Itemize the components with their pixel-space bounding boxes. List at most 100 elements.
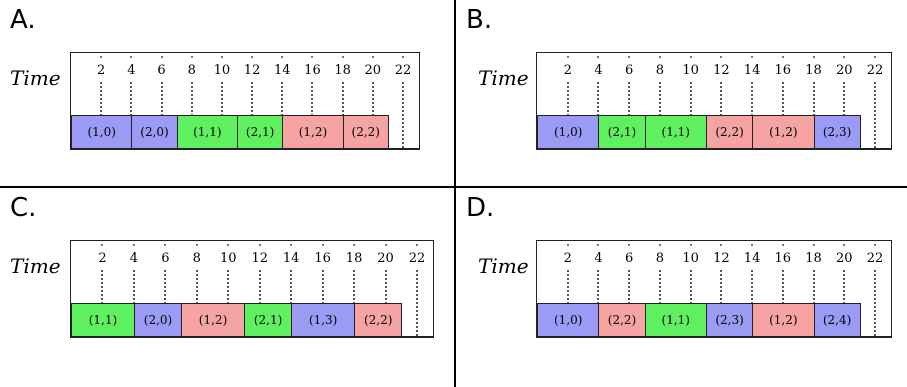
- tick-label: 18: [805, 251, 822, 266]
- task-block: (2,2): [342, 115, 389, 149]
- tick-label: 22: [866, 63, 884, 78]
- tick-label: 16: [774, 63, 792, 78]
- tick-label: 14: [743, 63, 761, 78]
- task-block: (1,2): [752, 115, 815, 149]
- task-block: (1,0): [537, 115, 600, 149]
- tick-mark: [341, 56, 344, 58]
- tick-mark: [781, 56, 784, 58]
- tick-label: 18: [805, 63, 822, 78]
- tick-label: 18: [345, 251, 363, 266]
- tick-label: 2: [98, 251, 107, 266]
- task-block: (1,1): [176, 115, 238, 149]
- tick-label: 20: [835, 63, 853, 78]
- timeline-frame: 2 4 6 8 10 12 14 16 18 20 22 (1,0) (2,0) (1,1) (2,1) (1…: [70, 52, 420, 150]
- tick-mark: [689, 244, 692, 246]
- tick-label: 14: [273, 63, 291, 78]
- tick-mark: [597, 244, 600, 246]
- tick-mark: [628, 244, 631, 246]
- tick-mark: [251, 56, 254, 58]
- tick-mark: [101, 244, 104, 246]
- tick-label: 20: [835, 251, 853, 266]
- tick-mark: [874, 244, 876, 246]
- tick-mark: [195, 244, 198, 246]
- tick-mark: [781, 244, 784, 246]
- task-block: (1,1): [644, 115, 707, 149]
- tick-label: 8: [187, 63, 196, 78]
- tick-label: 16: [304, 63, 321, 78]
- tick-mark: [843, 56, 846, 58]
- tick-mark: [751, 244, 754, 246]
- task-block: (1,3): [291, 303, 356, 337]
- task-block: (2,2): [598, 303, 646, 337]
- panel-label: A.: [10, 5, 36, 35]
- tick-mark: [353, 244, 356, 246]
- tick-label: 8: [192, 251, 201, 266]
- tick-label: 22: [394, 63, 412, 78]
- task-block: (2,3): [813, 115, 861, 149]
- tick-mark: [160, 56, 163, 58]
- tick-mark: [227, 244, 230, 246]
- tick-label: 16: [774, 251, 792, 266]
- tick-mark: [100, 56, 103, 58]
- tick-mark: [751, 56, 754, 58]
- tick-mark: [130, 56, 133, 58]
- tick-mark: [689, 56, 692, 58]
- tick-mark: [258, 244, 261, 246]
- tick-mark: [311, 56, 314, 58]
- tick-label: 16: [314, 251, 331, 266]
- panel-label: C.: [10, 193, 37, 223]
- time-axis-label: Time: [478, 254, 529, 278]
- tick-label: 6: [625, 63, 634, 78]
- task-block: (2,4): [813, 303, 861, 337]
- tick-label: 20: [364, 63, 382, 78]
- tick-mark: [812, 56, 815, 58]
- tick-label: 10: [682, 251, 699, 266]
- task-block: (1,1): [644, 303, 707, 337]
- tick-mark: [321, 244, 324, 246]
- tick-label: 12: [713, 63, 730, 78]
- tick-label: 20: [377, 251, 394, 266]
- tick-label: 6: [157, 63, 166, 78]
- task-block: (1,1): [71, 303, 135, 337]
- tick-label: 8: [655, 63, 665, 78]
- tick-label: 2: [97, 63, 106, 78]
- tick-mark: [402, 56, 404, 58]
- vertical-divider: [454, 0, 456, 387]
- tick-label: 14: [743, 251, 761, 266]
- tick-mark: [812, 244, 815, 246]
- tick-guide: [416, 270, 418, 336]
- task-block: (2,3): [706, 303, 754, 337]
- tick-label: 14: [282, 251, 300, 266]
- panel-label: D.: [466, 193, 495, 223]
- tick-label: 10: [219, 251, 237, 266]
- task-block: (2,2): [354, 303, 403, 337]
- tick-label: 22: [408, 251, 426, 266]
- tick-mark: [874, 56, 876, 58]
- task-block: (2,2): [706, 115, 754, 149]
- tick-mark: [132, 244, 135, 246]
- task-block: (2,1): [237, 115, 284, 149]
- tick-mark: [597, 56, 600, 58]
- task-block: (1,2): [282, 115, 344, 149]
- tick-label: 18: [334, 63, 351, 78]
- tick-label: 12: [251, 251, 268, 266]
- tick-label: 2: [563, 63, 572, 78]
- time-axis-label: Time: [10, 66, 61, 90]
- tick-mark: [290, 244, 293, 246]
- tick-mark: [281, 56, 284, 58]
- tick-mark: [566, 56, 569, 58]
- tick-label: 6: [161, 251, 170, 266]
- task-block: (2,1): [598, 115, 646, 149]
- tick-label: 2: [563, 251, 572, 266]
- tick-guide: [402, 82, 404, 148]
- tick-label: 4: [127, 63, 136, 78]
- tick-label: 4: [594, 63, 603, 78]
- tick-mark: [416, 244, 418, 246]
- tick-mark: [720, 244, 723, 246]
- tick-mark: [658, 244, 661, 246]
- tick-guide: [874, 270, 876, 336]
- tick-label: 12: [243, 63, 261, 78]
- timeline-frame: 2 4 6 8 10 12 14 16 18 20 22 (1,1) (2,0) (1,2) (2,1) (1…: [70, 240, 434, 338]
- tick-label: 4: [129, 251, 139, 266]
- tick-label: 4: [594, 251, 603, 266]
